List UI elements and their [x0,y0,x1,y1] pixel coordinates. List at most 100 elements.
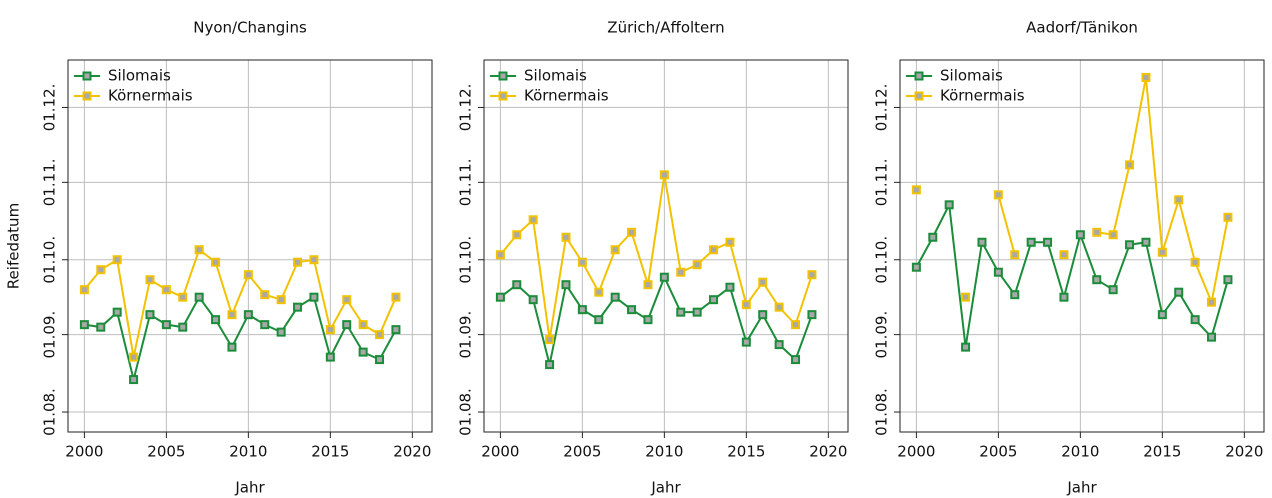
data-point [79,320,89,330]
data-point [178,292,188,302]
legend-marker [914,71,924,81]
y-tick-label: 01.08. [457,388,475,436]
x-tick-label: 2005 [979,443,1017,461]
y-tick-label: 01.10. [457,236,475,284]
x-tick-label: 2005 [147,443,185,461]
data-point [325,352,335,362]
data-point [227,310,237,320]
data-point [758,277,768,287]
data-point [1092,275,1102,285]
data-point [309,255,319,265]
data-point [807,310,817,320]
data-point [977,237,987,247]
legend-label: Körnermais [108,87,193,105]
legend-label: Körnermais [940,87,1025,105]
y-tick-label: 01.11. [873,158,891,206]
y-tick-label: 01.10. [873,236,891,284]
data-point [1190,315,1200,325]
data-point [1092,227,1102,237]
x-tick-label: 2005 [563,443,601,461]
plot-frame [483,59,849,433]
data-point [561,280,571,290]
data-point [1174,287,1184,297]
y-tick-label: 01.09. [457,311,475,359]
data-point [129,375,139,385]
data-point [211,315,221,325]
y-tick-label: 01.09. [873,311,891,359]
data-point [1141,72,1151,82]
data-point [774,340,784,350]
data-point [96,322,106,332]
data-point [692,260,702,270]
legend-marker [914,91,924,101]
y-tick-label: 01.11. [41,158,59,206]
data-point [659,170,669,180]
data-point [545,360,555,370]
data-point [96,265,106,275]
data-point [260,290,270,300]
series-line [83,248,397,358]
data-point [1223,275,1233,285]
data-point [194,292,204,302]
data-point [676,267,686,277]
data-point [944,200,954,210]
data-point [1059,250,1069,260]
data-point [561,232,571,242]
data-point [1207,332,1217,342]
y-tick-label: 01.10. [41,236,59,284]
data-point [741,300,751,310]
data-point [79,285,89,295]
data-point [227,342,237,352]
x-tick-label: 2015 [727,443,765,461]
data-point [1108,230,1118,240]
data-point [741,337,751,347]
x-axis-label: Jahr [650,479,681,497]
data-point [1141,237,1151,247]
data-point [1075,230,1085,240]
y-tick-label: 01.12. [41,84,59,132]
data-point [928,232,938,242]
data-point [676,307,686,317]
data-point [1043,237,1053,247]
data-point [610,245,620,255]
legend-label: Silomais [524,67,587,85]
data-point [725,282,735,292]
data-point [545,335,555,345]
data-point [692,307,702,317]
data-point [961,342,971,352]
data-point [145,310,155,320]
data-point [528,215,538,225]
x-tick-label: 2015 [1143,443,1181,461]
y-tick-label: 01.11. [457,158,475,206]
data-point [391,325,401,335]
data-point [659,272,669,282]
legend-marker [82,71,92,81]
data-point [758,310,768,320]
legend-label: Silomais [940,67,1003,85]
data-point [627,305,637,315]
data-point [512,280,522,290]
data-point [391,292,401,302]
data-point [293,257,303,267]
x-tick-label: 2010 [645,443,683,461]
data-point [577,257,587,267]
x-tick-label: 2000 [65,443,103,461]
data-point [993,267,1003,277]
data-point [594,315,604,325]
data-point [1026,237,1036,247]
data-point [495,250,505,260]
x-tick-label: 2020 [1225,443,1263,461]
data-point [112,307,122,317]
data-point [342,320,352,330]
x-tick-label: 2020 [809,443,847,461]
data-point [774,302,784,312]
x-tick-label: 2000 [897,443,935,461]
plot-frame [899,59,1265,433]
x-axis-label: Jahr [234,479,265,497]
legend-marker [82,91,92,101]
data-point [1125,160,1135,170]
data-point [643,315,653,325]
data-point [627,227,637,237]
legend-marker [498,91,508,101]
data-point [375,355,385,365]
